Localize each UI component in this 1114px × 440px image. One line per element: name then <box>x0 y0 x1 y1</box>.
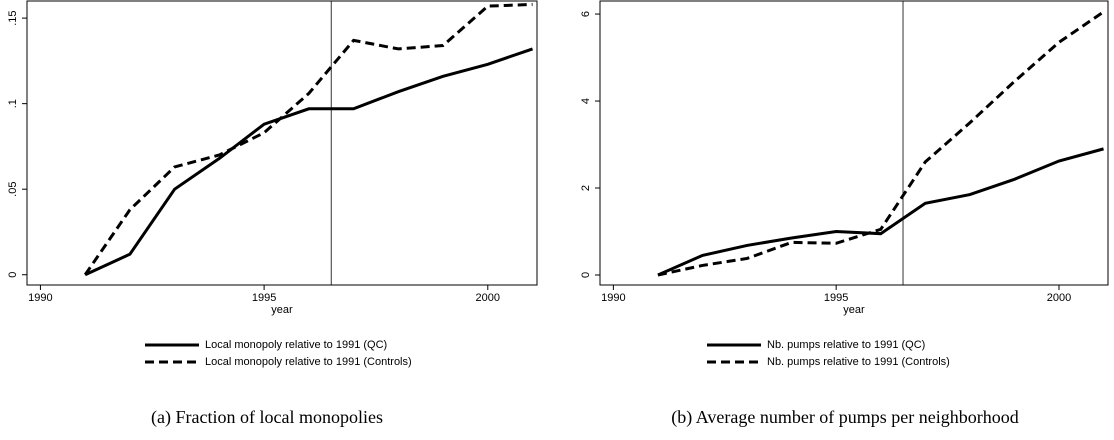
y-tick-label: 0 <box>580 272 592 278</box>
data-line <box>657 147 1104 277</box>
x-tick-label: 2000 <box>1047 292 1071 304</box>
y-tick-label: .15 <box>7 10 19 25</box>
x-tick-label: 1995 <box>824 292 848 304</box>
plot-frame <box>26 0 538 286</box>
plot-frame <box>599 0 1109 286</box>
x-tick-label: 2000 <box>476 292 500 304</box>
data-line <box>84 47 534 277</box>
y-tick-label: 6 <box>580 11 592 17</box>
caption: (a) Fraction of local monopolies <box>151 407 383 428</box>
x-tick-label: 1990 <box>28 292 52 304</box>
legend-label: Nb. pumps relative to 1991 (QC) <box>767 339 925 351</box>
data-line <box>657 10 1105 277</box>
caption: (b) Average number of pumps per neighbor… <box>671 407 1019 428</box>
y-tick-label: 0 <box>7 272 19 278</box>
legend-label: Local monopoly relative to 1991 (Control… <box>205 356 412 368</box>
data-line <box>83 2 533 276</box>
y-tick-label: .1 <box>7 99 19 108</box>
legend-label: Nb. pumps relative to 1991 (Controls) <box>767 356 950 368</box>
x-axis-label: year <box>843 304 865 316</box>
y-tick-label: 4 <box>580 98 592 104</box>
x-tick-label: 1995 <box>252 292 276 304</box>
x-tick-label: 1990 <box>601 292 625 304</box>
y-tick-label: 2 <box>580 185 592 191</box>
legend-label: Local monopoly relative to 1991 (QC) <box>205 339 387 351</box>
x-axis-label: year <box>271 304 293 316</box>
y-tick-label: .05 <box>7 182 19 197</box>
